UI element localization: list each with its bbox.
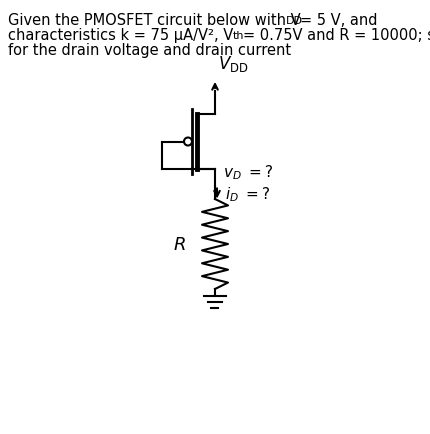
Circle shape — [184, 138, 191, 146]
Text: characteristics k = 75 μA/V², V: characteristics k = 75 μA/V², V — [8, 28, 233, 43]
Text: $\mathit{v}_D\ =?$: $\mathit{v}_D\ =?$ — [222, 163, 273, 181]
Text: = 5 V, and: = 5 V, and — [299, 13, 377, 28]
Text: th: th — [233, 31, 244, 41]
Text: $\mathit{R}$: $\mathit{R}$ — [172, 236, 185, 253]
Text: $\mathit{i}_D\ =?$: $\mathit{i}_D\ =?$ — [224, 185, 270, 204]
Text: DD: DD — [286, 16, 302, 26]
Text: $\mathit{V}_{\mathrm{DD}}$: $\mathit{V}_{\mathrm{DD}}$ — [218, 54, 248, 74]
Text: for the drain voltage and drain current: for the drain voltage and drain current — [8, 43, 290, 58]
Text: = 0.75V and R = 10000; solve: = 0.75V and R = 10000; solve — [243, 28, 430, 43]
Text: Given the PMOSFET circuit below with V: Given the PMOSFET circuit below with V — [8, 13, 300, 28]
Text: Given the PMOSFET circuit below with V     = 5 V, and: Given the PMOSFET circuit below with V =… — [8, 13, 393, 28]
